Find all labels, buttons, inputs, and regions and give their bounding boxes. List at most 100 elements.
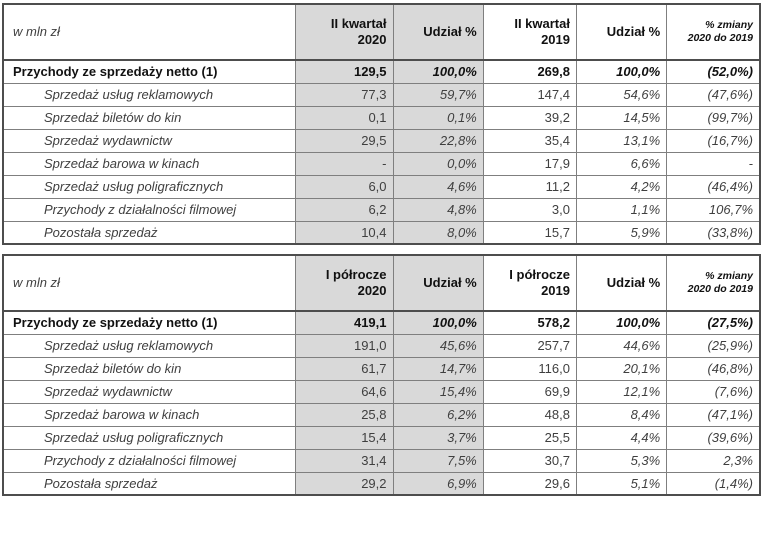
table-row: Przychody z działalności filmowej 31,4 7,5… xyxy=(2,448,761,473)
row-label: Przychody ze sprzedaży netto (1) xyxy=(2,310,297,335)
value-cell: 2,3% xyxy=(666,448,761,473)
table-row: Sprzedaż barowa w kinach 25,8 6,2% 48,8 8,4%… xyxy=(2,402,761,427)
value-cell: 29,5 xyxy=(295,128,394,153)
column-header-q2-2020: II kwartał 2020 xyxy=(295,3,394,61)
table-row: Sprzedaż wydawnictw 64,6 15,4% 69,9 12,1% (7,… xyxy=(2,379,761,404)
value-cell: 17,9 xyxy=(482,151,577,176)
value-cell: 69,9 xyxy=(482,379,577,404)
row-label: Sprzedaż usług poligraficznych xyxy=(2,174,297,199)
table-row: Sprzedaż usług poligraficznych 15,4 3,7% 25… xyxy=(2,425,761,450)
row-label: Sprzedaż wydawnictw xyxy=(2,379,297,404)
row-label: Sprzedaż usług reklamowych xyxy=(2,333,297,358)
header-row: w mln zł I półrocze 2020 Udział % I półr… xyxy=(2,254,761,312)
row-label: Przychody z działalności filmowej xyxy=(2,448,297,473)
value-cell: 147,4 xyxy=(482,82,577,107)
value-cell: 15,7 xyxy=(482,220,577,245)
value-cell: 25,5 xyxy=(482,425,577,450)
value-cell: 578,2 xyxy=(482,310,577,335)
value-cell: 7,5% xyxy=(392,448,484,473)
value-cell: 15,4 xyxy=(295,425,394,450)
value-cell: 8,0% xyxy=(392,220,484,245)
value-cell: 20,1% xyxy=(575,356,668,381)
column-header-share-2020: Udział % xyxy=(392,254,484,312)
row-label: Sprzedaż usług reklamowych xyxy=(2,82,297,107)
table-row: Pozostała sprzedaż 10,4 8,0% 15,7 5,9% (33,8%… xyxy=(2,220,761,245)
value-cell: 5,3% xyxy=(575,448,668,473)
row-label: Przychody ze sprzedaży netto (1) xyxy=(2,59,297,84)
value-cell: 129,5 xyxy=(295,59,394,84)
unit-label-cell: w mln zł xyxy=(2,254,297,312)
row-label: Pozostała sprzedaż xyxy=(2,220,297,245)
value-cell: 6,2 xyxy=(295,197,394,222)
table-row: Sprzedaż barowa w kinach -0,0% 17,9 6,6% - xyxy=(2,151,761,176)
value-cell: 12,1% xyxy=(575,379,668,404)
value-cell: 30,7 xyxy=(482,448,577,473)
value-cell: 4,4% xyxy=(575,425,668,450)
value-cell: 3,7% xyxy=(392,425,484,450)
value-cell: 6,9% xyxy=(392,471,484,496)
value-cell: 22,8% xyxy=(392,128,484,153)
value-cell: 61,7 xyxy=(295,356,394,381)
value-cell: 6,0 xyxy=(295,174,394,199)
value-cell: 11,2 xyxy=(482,174,577,199)
value-cell: 48,8 xyxy=(482,402,577,427)
value-cell: 14,7% xyxy=(392,356,484,381)
total-row: Przychody ze sprzedaży netto (1) 419,1 100… xyxy=(2,310,761,335)
value-cell: (33,8%) xyxy=(666,220,761,245)
value-cell: 4,6% xyxy=(392,174,484,199)
row-label: Sprzedaż barowa w kinach xyxy=(2,151,297,176)
value-cell: (52,0%) xyxy=(666,59,761,84)
table-row: Sprzedaż usług reklamowych 77,3 59,7% 147,4… xyxy=(2,82,761,107)
value-cell: 106,7% xyxy=(666,197,761,222)
value-cell: 44,6% xyxy=(575,333,668,358)
row-label: Pozostała sprzedaż xyxy=(2,471,297,496)
row-label: Sprzedaż biletów do kin xyxy=(2,356,297,381)
unit-label-cell: w mln zł xyxy=(2,3,297,61)
value-cell: 31,4 xyxy=(295,448,394,473)
value-cell: (25,9%) xyxy=(666,333,761,358)
value-cell: - xyxy=(666,151,761,176)
table-row: Pozostała sprzedaż 29,2 6,9% 29,6 5,1% (1,4%) xyxy=(2,471,761,496)
value-cell: 5,1% xyxy=(575,471,668,496)
value-cell: 3,0 xyxy=(482,197,577,222)
value-cell: 100,0% xyxy=(392,310,484,335)
value-cell: (1,4%) xyxy=(666,471,761,496)
value-cell: (46,4%) xyxy=(666,174,761,199)
value-cell: 4,8% xyxy=(392,197,484,222)
table-row: Sprzedaż usług poligraficznych 6,0 4,6% 11,… xyxy=(2,174,761,199)
value-cell: 39,2 xyxy=(482,105,577,130)
column-header-change: % zmiany 2020 do 2019 xyxy=(666,3,761,61)
row-label: Sprzedaż usług poligraficznych xyxy=(2,425,297,450)
quarterly-revenue-table: w mln zł II kwartał 2020 Udział % II kwa… xyxy=(2,3,761,245)
value-cell: (39,6%) xyxy=(666,425,761,450)
value-cell: 10,4 xyxy=(295,220,394,245)
total-row: Przychody ze sprzedaży netto (1) 129,5 100… xyxy=(2,59,761,84)
value-cell: 29,2 xyxy=(295,471,394,496)
value-cell: 116,0 xyxy=(482,356,577,381)
column-header-share-2019: Udział % xyxy=(575,3,668,61)
row-label: Przychody z działalności filmowej xyxy=(2,197,297,222)
table-row: Przychody z działalności filmowej 6,2 4,8%… xyxy=(2,197,761,222)
row-label: Sprzedaż wydawnictw xyxy=(2,128,297,153)
value-cell: 191,0 xyxy=(295,333,394,358)
value-cell: 29,6 xyxy=(482,471,577,496)
value-cell: 54,6% xyxy=(575,82,668,107)
table-row: Sprzedaż biletów do kin 0,1 0,1% 39,2 14,5%(… xyxy=(2,105,761,130)
table-row: Sprzedaż wydawnictw 29,5 22,8% 35,4 13,1% (16… xyxy=(2,128,761,153)
value-cell: 100,0% xyxy=(575,310,668,335)
value-cell: 45,6% xyxy=(392,333,484,358)
value-cell: 64,6 xyxy=(295,379,394,404)
value-cell: 35,4 xyxy=(482,128,577,153)
value-cell: 6,6% xyxy=(575,151,668,176)
value-cell: 0,0% xyxy=(392,151,484,176)
table-row: Sprzedaż usług reklamowych 191,0 45,6% 257,… xyxy=(2,333,761,358)
quarterly-table-body: Przychody ze sprzedaży netto (1) 129,5 100… xyxy=(2,59,761,245)
value-cell: 1,1% xyxy=(575,197,668,222)
value-cell: (47,6%) xyxy=(666,82,761,107)
value-cell: (27,5%) xyxy=(666,310,761,335)
value-cell: 5,9% xyxy=(575,220,668,245)
value-cell: 257,7 xyxy=(482,333,577,358)
column-header-q2-2019: II kwartał 2019 xyxy=(482,3,577,61)
row-label: Sprzedaż biletów do kin xyxy=(2,105,297,130)
quarterly-table-header: w mln zł II kwartał 2020 Udział % II kwa… xyxy=(2,3,761,61)
